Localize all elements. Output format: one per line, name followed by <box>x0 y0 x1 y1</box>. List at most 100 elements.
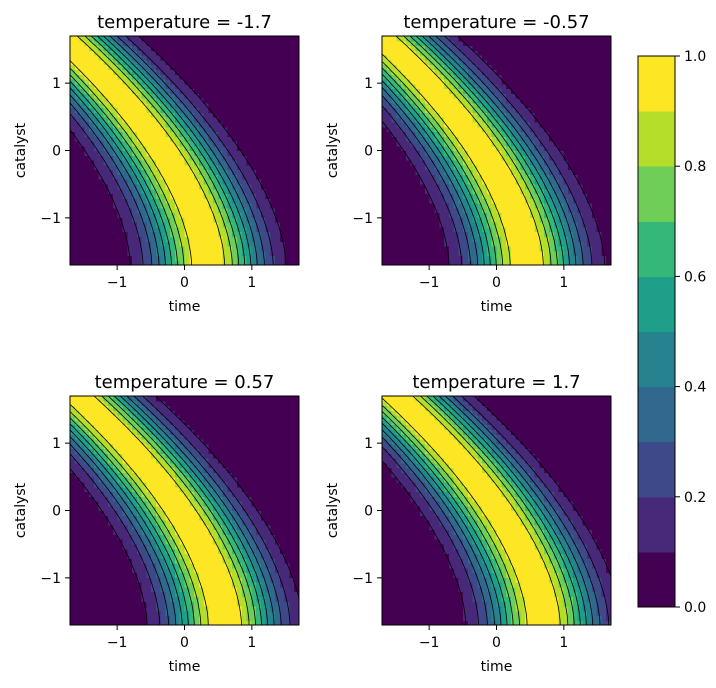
contour-cell <box>506 241 512 247</box>
contour-cell <box>391 198 397 204</box>
contour-cell <box>265 169 271 175</box>
contour-cell <box>74 145 81 152</box>
contour-cell <box>506 160 512 166</box>
contour-cell <box>132 250 138 257</box>
contour-cell <box>568 260 574 265</box>
contour-cell <box>151 605 157 612</box>
contour-cell <box>213 250 219 257</box>
contour-cell <box>572 250 579 257</box>
contour-cell <box>548 50 555 56</box>
contour-cell <box>93 50 100 56</box>
contour-cell <box>386 207 393 214</box>
contour-cell <box>501 236 507 242</box>
contour-cell <box>548 126 555 133</box>
contour-cell <box>496 198 502 204</box>
contour-cell <box>189 126 195 133</box>
contour-cell <box>439 140 445 147</box>
contour-cell <box>577 136 583 142</box>
contour-cell <box>208 36 214 42</box>
contour-cell <box>563 107 569 113</box>
contour-cell <box>260 74 267 80</box>
contour-cell <box>184 222 190 228</box>
contour-cell <box>553 155 560 161</box>
contour-cell <box>241 605 248 612</box>
contour-cell <box>529 64 536 70</box>
contour-cell <box>146 40 152 47</box>
contour-cell <box>279 107 286 113</box>
contour-cell <box>208 98 214 104</box>
contour-cell <box>203 610 209 617</box>
contour-cell <box>236 164 243 171</box>
contour-cell <box>463 145 469 152</box>
contour-cell <box>289 198 295 204</box>
contour-cell <box>382 202 388 209</box>
contour-cell <box>70 64 76 70</box>
contour-cell <box>284 102 291 109</box>
contour-cell <box>572 36 579 42</box>
contour-cell <box>132 83 138 90</box>
contour-cell <box>529 260 536 265</box>
contour-cell <box>520 55 526 61</box>
contour-cell <box>534 83 541 90</box>
contour-cell <box>405 55 412 61</box>
contour-cell <box>525 188 531 195</box>
contour-cell <box>515 50 521 56</box>
contour-cell <box>434 88 440 94</box>
contour-cell <box>146 131 152 137</box>
contour-cell <box>553 202 560 209</box>
contour-cell <box>279 601 286 607</box>
contour-cell <box>534 98 541 104</box>
contour-cell <box>415 59 421 66</box>
contour-cell <box>84 121 90 128</box>
contour-cell <box>289 121 295 128</box>
contour-cell <box>151 596 157 602</box>
contour-cell <box>453 126 459 133</box>
contour-cell <box>568 217 574 223</box>
contour-cell <box>217 202 224 209</box>
contour-cell <box>213 198 219 204</box>
contour-cell <box>582 198 588 204</box>
contour-cell <box>386 131 393 137</box>
contour-cell <box>420 121 426 128</box>
contour-cell <box>84 140 90 147</box>
contour-cell <box>98 59 104 66</box>
contour-cell <box>463 245 469 252</box>
contour-cell <box>132 102 138 109</box>
contour-cell <box>289 207 295 214</box>
contour-cell <box>155 121 162 128</box>
contour-cell <box>112 55 119 61</box>
contour-cell <box>98 179 104 185</box>
contour-cell <box>170 150 176 156</box>
contour-cell <box>284 610 291 617</box>
contour-cell <box>472 64 479 70</box>
contour-cell <box>386 59 393 66</box>
contour-cell <box>410 74 416 80</box>
contour-cell <box>415 69 421 75</box>
contour-cell <box>74 615 81 621</box>
contour-cell <box>184 250 190 257</box>
contour-cell <box>510 107 517 113</box>
contour-cell <box>93 36 100 42</box>
contour-cell <box>222 140 229 147</box>
contour-cell <box>103 117 109 123</box>
contour-cell <box>136 136 143 142</box>
contour-cell <box>146 226 152 233</box>
contour-cell <box>472 226 479 233</box>
contour-cell <box>74 255 81 261</box>
contour-cell <box>401 140 407 147</box>
contour-cell <box>217 93 224 99</box>
contour-cell <box>160 198 167 204</box>
contour-cell <box>491 217 498 223</box>
contour-cell <box>477 88 483 94</box>
y-axis-label: catalyst <box>13 122 29 178</box>
contour-cell <box>251 591 257 597</box>
contour-cell <box>289 40 295 47</box>
contour-cell <box>93 250 100 257</box>
contour-cell <box>486 260 493 265</box>
contour-cell <box>420 217 426 223</box>
contour-cell <box>184 241 190 247</box>
contour-cell <box>558 155 564 161</box>
contour-cell <box>70 78 76 85</box>
contour-cell <box>174 169 181 175</box>
contour-cell <box>396 231 402 237</box>
